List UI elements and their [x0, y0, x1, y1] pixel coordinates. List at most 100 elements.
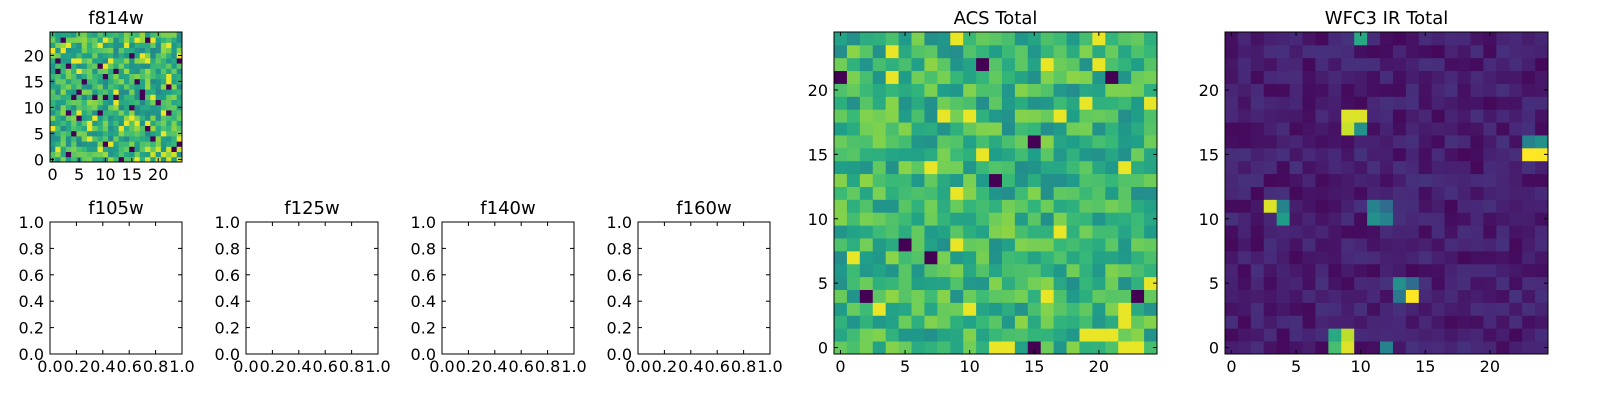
heatmap-cell [937, 173, 951, 187]
x-tick-label: 0.6 [116, 357, 141, 376]
heatmap-cell [1380, 250, 1394, 265]
heatmap-cell [113, 73, 120, 80]
heatmap-cell [118, 78, 125, 85]
heatmap-cell [108, 110, 114, 116]
heatmap-cell [86, 115, 93, 121]
panel-title: ACS Total [954, 8, 1038, 29]
heatmap-cell [118, 120, 125, 126]
heatmap-cell [1341, 212, 1355, 226]
heatmap-cell [1237, 109, 1252, 123]
heatmap-cell [97, 42, 104, 48]
heatmap-cell [859, 263, 874, 278]
heatmap-cell [81, 99, 88, 106]
heatmap-cell [1535, 263, 1549, 278]
heatmap-cell [129, 110, 135, 116]
heatmap-cell [65, 89, 72, 95]
heatmap-cell [1367, 263, 1381, 278]
heatmap-cell [1066, 147, 1080, 162]
axes-frame [1224, 31, 1549, 355]
heatmap-cell [1444, 328, 1458, 342]
heatmap-cell [92, 63, 98, 69]
x-tick-label: 0.4 [678, 357, 703, 376]
x-tick-label: 0.6 [704, 357, 729, 376]
heatmap-cell [1263, 302, 1278, 316]
heatmap-cell [123, 63, 130, 69]
heatmap-cell [1509, 70, 1523, 84]
heatmap-cell [1315, 289, 1329, 303]
heatmap-cell [976, 302, 990, 316]
heatmap-cell [176, 120, 183, 126]
heatmap-cell [937, 225, 951, 239]
heatmap-cell [1522, 341, 1536, 355]
heatmap-cell [1418, 263, 1433, 278]
heatmap-cell [1144, 250, 1158, 265]
heatmap-cell [1367, 225, 1381, 239]
heatmap-cell [1328, 122, 1342, 136]
heatmap-cell [1053, 276, 1067, 290]
heatmap-cell [1315, 135, 1329, 149]
heatmap-cell [1289, 44, 1303, 59]
y-tick-label: 20 [808, 81, 828, 100]
heatmap-cell [118, 156, 125, 163]
heatmap-cell [1066, 70, 1080, 84]
heatmap-cell [1066, 302, 1080, 316]
heatmap-cell [1092, 32, 1106, 46]
heatmap-cell [1250, 263, 1265, 278]
heatmap-cell [1341, 289, 1355, 303]
heatmap-cell [1131, 122, 1145, 136]
heatmap-cell [1302, 212, 1316, 226]
heatmap-cell [937, 147, 951, 162]
heatmap-cell [898, 160, 912, 175]
heatmap-cell [937, 212, 951, 226]
heatmap-cell [97, 151, 104, 158]
heatmap-cell [81, 89, 88, 95]
heatmap-cell [911, 147, 925, 162]
heatmap-cell [1302, 122, 1316, 136]
heatmap-cell [963, 160, 977, 175]
heatmap-cell [989, 328, 1003, 342]
heatmap-cell [145, 99, 151, 106]
heatmap-cell [1250, 109, 1265, 123]
heatmap-cell [134, 130, 141, 137]
heatmap-cell [1118, 109, 1132, 123]
heatmap-cell [834, 328, 848, 342]
heatmap-cell [171, 125, 178, 132]
heatmap-cell [1483, 44, 1497, 59]
heatmap-cell [1380, 238, 1394, 252]
heatmap-cell [1001, 135, 1016, 149]
heatmap-cell [1066, 238, 1080, 252]
heatmap-cell [898, 238, 912, 252]
heatmap-cell [160, 73, 167, 80]
heatmap-cell [108, 120, 114, 126]
heatmap-cell [1027, 250, 1042, 265]
heatmap-cell [963, 225, 977, 239]
heatmap-cell [86, 141, 93, 147]
x-tick-label: 0.2 [456, 357, 481, 376]
heatmap-cell [950, 83, 964, 97]
heatmap-cell [846, 173, 861, 187]
heatmap-cell [1328, 341, 1342, 355]
heatmap-cell [885, 160, 899, 175]
heatmap-cell [1131, 341, 1145, 355]
heatmap-cell [1418, 199, 1433, 213]
heatmap-cell [108, 125, 114, 132]
y-tick-label: 1.0 [607, 213, 632, 232]
heatmap-cell [139, 130, 146, 137]
heatmap-cell [1341, 96, 1355, 110]
heatmap-cell [1444, 70, 1458, 84]
heatmap-cell [937, 302, 951, 316]
heatmap-cell [155, 94, 162, 100]
heatmap-cell [65, 73, 72, 80]
heatmap-cell [1237, 160, 1252, 175]
heatmap-cell [60, 110, 67, 116]
heatmap-cell [976, 135, 990, 149]
heatmap-cell [71, 99, 77, 106]
heatmap-cell [1483, 302, 1497, 316]
heatmap-cell [1105, 315, 1119, 329]
heatmap-cell [1040, 109, 1055, 123]
heatmap-cell [1367, 122, 1381, 136]
heatmap-cell [92, 84, 98, 90]
heatmap-cell [1535, 289, 1549, 303]
heatmap-cell [81, 63, 88, 69]
heatmap-cell [1341, 315, 1355, 329]
